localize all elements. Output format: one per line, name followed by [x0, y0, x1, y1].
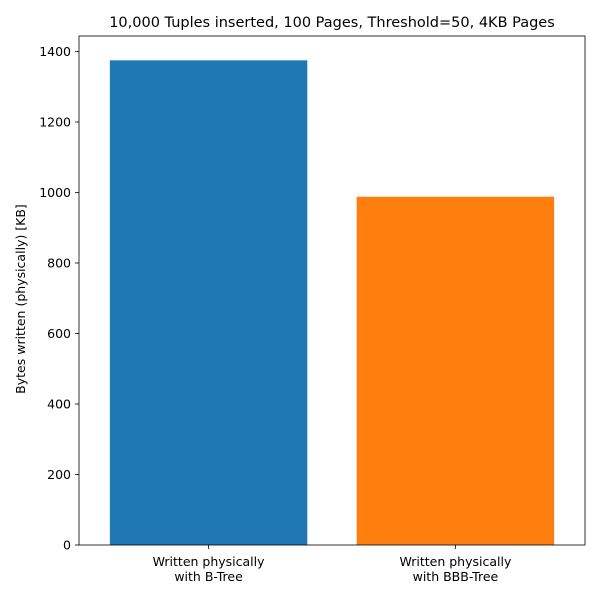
y-tick-label: 1000 — [39, 185, 71, 200]
bar-1 — [109, 60, 308, 545]
x-tick-label: Written physically with BBB-Tree — [399, 554, 512, 584]
x-tick-label: Written physically with B-Tree — [153, 554, 266, 584]
axes-frame — [78, 35, 586, 546]
y-tick-label: 1200 — [39, 115, 71, 130]
y-tick-label: 800 — [47, 256, 71, 271]
plot-area: Written physically with B-Tree Written phy… — [39, 35, 586, 584]
y-tick-label: 0 — [63, 538, 71, 553]
y-tick-label: 200 — [47, 467, 71, 482]
y-tick-label: 600 — [47, 326, 71, 341]
y-tick-label: 1400 — [39, 44, 71, 59]
y-tick-label: 400 — [47, 397, 71, 412]
y-axis-label: Bytes written (physically) [KB] — [13, 204, 28, 394]
chart-title: 10,000 Tuples inserted, 100 Pages, Thres… — [109, 15, 555, 31]
bar-2 — [356, 196, 555, 545]
